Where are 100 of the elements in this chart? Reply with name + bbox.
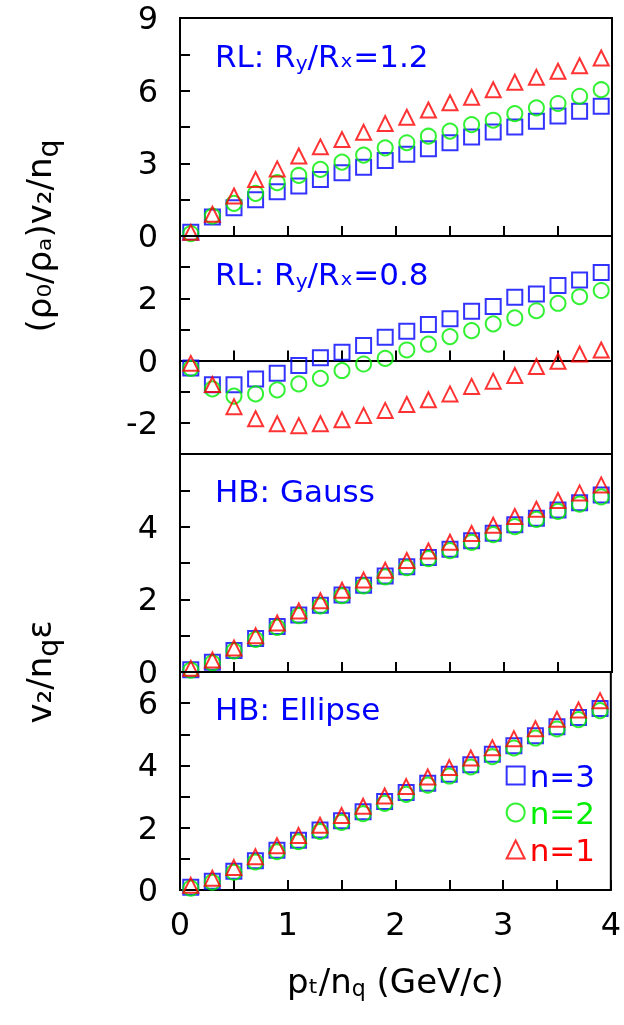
point xyxy=(398,134,416,152)
point xyxy=(311,816,329,834)
point xyxy=(268,174,286,192)
text: HB: Ellipse xyxy=(215,690,381,727)
point xyxy=(441,533,459,551)
point xyxy=(463,116,481,134)
point xyxy=(333,411,351,429)
point xyxy=(333,362,351,380)
point xyxy=(333,131,351,149)
point xyxy=(268,160,286,178)
x-tick-label: 4 xyxy=(600,905,621,943)
point xyxy=(225,194,243,212)
point xyxy=(592,263,610,281)
point xyxy=(549,277,567,295)
point xyxy=(591,692,609,710)
point xyxy=(376,115,394,133)
point xyxy=(398,395,416,413)
point xyxy=(527,99,545,117)
point xyxy=(440,759,458,777)
point xyxy=(506,507,524,525)
y-tick-label: -2 xyxy=(126,403,158,442)
point xyxy=(225,187,243,205)
point xyxy=(549,352,567,370)
point xyxy=(570,701,588,719)
point xyxy=(527,112,545,130)
point xyxy=(247,184,265,202)
point xyxy=(290,375,308,393)
point xyxy=(419,101,437,119)
point xyxy=(354,797,372,815)
point xyxy=(419,140,437,158)
point xyxy=(225,376,243,394)
point xyxy=(462,749,480,767)
point xyxy=(182,354,200,372)
point xyxy=(247,191,265,209)
point xyxy=(527,285,545,303)
point xyxy=(571,484,589,502)
point xyxy=(247,370,265,388)
point xyxy=(311,171,329,189)
point xyxy=(549,294,567,312)
point xyxy=(483,739,501,757)
point xyxy=(592,476,610,494)
point xyxy=(463,377,481,395)
point xyxy=(247,171,265,189)
point xyxy=(355,337,373,355)
point xyxy=(506,288,524,306)
y-tick-label: 4 xyxy=(137,746,158,785)
point xyxy=(333,807,351,825)
point xyxy=(571,288,589,306)
legend-label: n=2 xyxy=(529,794,596,831)
y-tick-label: 6 xyxy=(137,71,158,110)
point xyxy=(484,111,502,129)
point xyxy=(355,123,373,141)
point xyxy=(225,199,243,217)
point xyxy=(505,730,523,748)
legend-label: n=3 xyxy=(529,757,596,794)
point xyxy=(571,345,589,363)
point xyxy=(463,525,481,543)
point xyxy=(398,322,416,340)
point xyxy=(463,322,481,340)
point xyxy=(290,166,308,184)
y-tick-label: 2 xyxy=(137,279,158,318)
point xyxy=(355,355,373,373)
y-tick-label: 0 xyxy=(137,871,158,909)
point xyxy=(549,95,567,112)
point xyxy=(463,128,481,146)
point xyxy=(268,614,286,632)
point xyxy=(506,118,524,136)
y-tick-label: 2 xyxy=(137,808,158,847)
y-tick-label: 2 xyxy=(137,580,158,619)
point xyxy=(419,127,437,145)
point xyxy=(441,328,459,346)
point xyxy=(484,81,502,99)
point xyxy=(592,282,610,299)
point xyxy=(290,147,308,165)
point xyxy=(548,710,566,728)
x-tick-label: 2 xyxy=(385,905,406,943)
point xyxy=(333,581,351,599)
point xyxy=(506,105,524,123)
point xyxy=(484,372,502,390)
point xyxy=(419,335,437,353)
point xyxy=(484,297,502,315)
y-tick-label: 4 xyxy=(137,507,158,546)
point xyxy=(247,410,265,428)
point xyxy=(506,73,524,91)
point xyxy=(419,315,437,333)
point xyxy=(506,367,524,385)
point xyxy=(311,415,329,433)
point xyxy=(246,848,264,866)
point xyxy=(527,357,545,375)
text: HB: Gauss xyxy=(215,472,375,509)
point xyxy=(247,385,265,403)
point xyxy=(376,151,394,169)
point xyxy=(549,62,567,80)
x-axis-title: pₜ/nq (GeV/c) xyxy=(287,960,504,1002)
point xyxy=(484,516,502,534)
point xyxy=(398,341,416,359)
point xyxy=(441,134,459,152)
point xyxy=(484,315,502,333)
point xyxy=(441,385,459,403)
x-tick-label: 1 xyxy=(277,905,298,943)
